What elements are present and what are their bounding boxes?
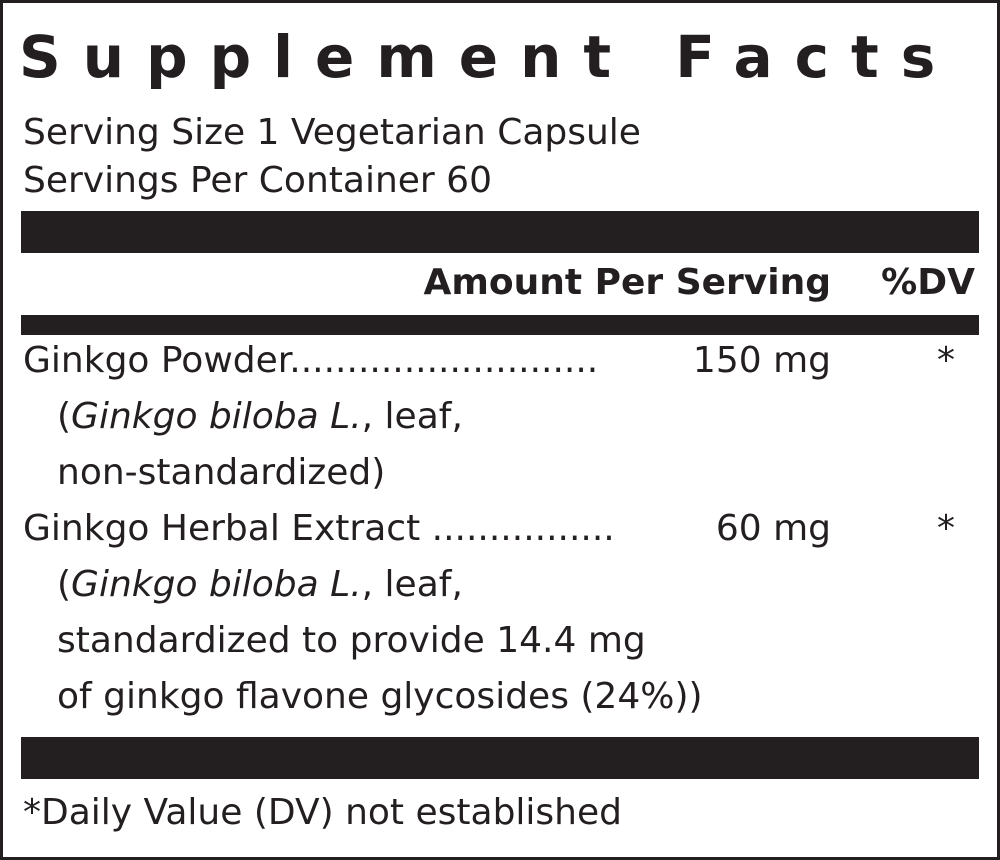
footnote: *Daily Value (DV) not established (23, 792, 622, 833)
dv-header: %DV (881, 262, 975, 303)
servings-per-container: Servings Per Container 60 (23, 160, 492, 201)
panel-title: Supplement Facts (19, 23, 958, 91)
serving-size: Serving Size 1 Vegetarian Capsule (23, 112, 641, 153)
ingredient-detail: non-standardized) (57, 452, 386, 493)
ingredient-detail: standardized to provide 14.4 mg (57, 620, 646, 661)
ingredient-amount: 150 mg (692, 340, 831, 381)
ingredient-detail: (Ginkgo biloba L., leaf, (57, 564, 463, 605)
ingredient-dv: * (937, 508, 955, 549)
divider-thick (21, 737, 979, 779)
ingredient-dv: * (937, 340, 955, 381)
amount-per-serving-header: Amount Per Serving (423, 262, 832, 303)
ingredient-name: Ginkgo Herbal Extract ................ (23, 508, 615, 549)
ingredient-detail: (Ginkgo biloba L., leaf, (57, 396, 463, 437)
ingredient-name: Ginkgo Powder........................... (23, 340, 599, 381)
ingredient-amount: 60 mg (715, 508, 831, 549)
ingredient-detail: of ginkgo flavone glycosides (24%)) (57, 676, 703, 717)
divider-thick (21, 211, 979, 253)
divider-medium (21, 315, 979, 335)
